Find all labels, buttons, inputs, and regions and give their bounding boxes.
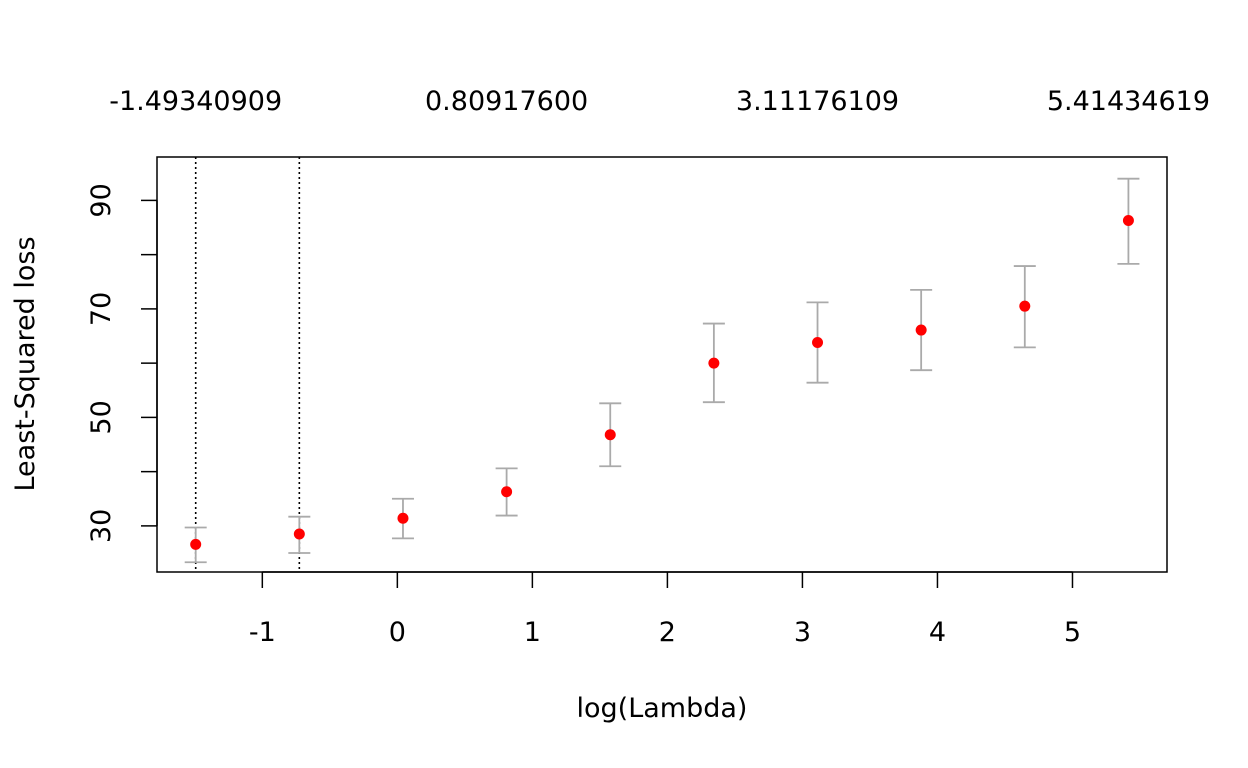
data-point bbox=[293, 528, 305, 540]
x-tick-label: 5 bbox=[1064, 617, 1081, 648]
x-tick-label: -1 bbox=[249, 617, 276, 648]
top-axis-label: 0.80917600 bbox=[425, 86, 588, 117]
plot-frame bbox=[156, 156, 1168, 573]
data-point bbox=[604, 429, 616, 441]
data-point bbox=[397, 512, 409, 524]
top-axis-label: 5.41434619 bbox=[1047, 86, 1210, 117]
top-axis-label: -1.49340909 bbox=[109, 86, 282, 117]
data-points bbox=[190, 214, 1134, 550]
top-axis-labels: -1.49340909 0.80917600 3.11176109 5.4143461… bbox=[109, 86, 1210, 117]
x-tick-label: 2 bbox=[659, 617, 676, 648]
x-axis: -1 0 1 2 3 4 5 bbox=[249, 571, 1081, 648]
error-bars bbox=[184, 177, 1140, 564]
y-axis: 30 50 70 90 bbox=[86, 183, 158, 543]
data-point bbox=[190, 538, 202, 550]
data-point bbox=[915, 324, 927, 336]
data-point bbox=[1122, 214, 1134, 226]
data-point bbox=[501, 486, 513, 498]
data-point bbox=[812, 337, 824, 349]
data-point bbox=[708, 357, 720, 369]
y-tick-label: 50 bbox=[86, 400, 117, 434]
x-axis-label: log(Lambda) bbox=[577, 693, 748, 724]
vertical-reference-lines bbox=[194, 157, 301, 572]
x-tick-label: 0 bbox=[389, 617, 406, 648]
top-axis-label: 3.11176109 bbox=[736, 86, 899, 117]
x-tick-label: 4 bbox=[929, 617, 946, 648]
y-axis-label: Least-Squared loss bbox=[10, 236, 41, 491]
x-tick-label: 1 bbox=[524, 617, 541, 648]
y-tick-label: 70 bbox=[86, 292, 117, 326]
data-point bbox=[1019, 300, 1031, 312]
x-tick-label: 3 bbox=[794, 617, 811, 648]
y-tick-label: 90 bbox=[86, 183, 117, 217]
y-tick-label: 30 bbox=[86, 509, 117, 543]
